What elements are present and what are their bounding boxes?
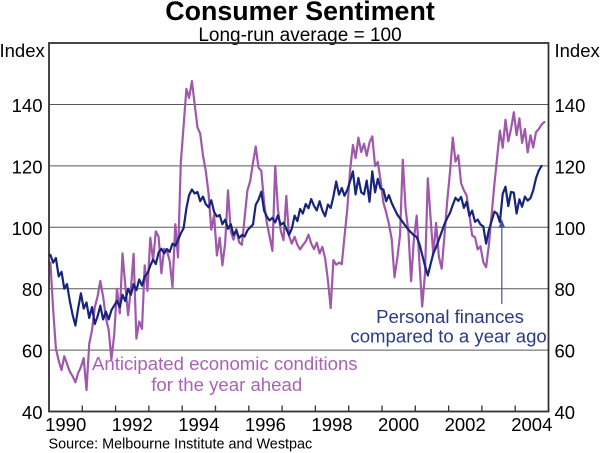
- svg-text:60: 60: [555, 341, 576, 362]
- svg-text:60: 60: [22, 341, 43, 362]
- svg-text:Anticipated economic condition: Anticipated economic conditions: [92, 353, 358, 374]
- svg-text:120: 120: [555, 156, 586, 177]
- svg-text:Index: Index: [555, 40, 600, 61]
- svg-text:80: 80: [22, 279, 43, 300]
- svg-text:2004: 2004: [511, 414, 552, 435]
- svg-text:40: 40: [22, 402, 43, 423]
- svg-text:1994: 1994: [178, 414, 219, 435]
- svg-text:2002: 2002: [445, 414, 486, 435]
- svg-text:1992: 1992: [112, 414, 153, 435]
- svg-text:1990: 1990: [45, 414, 86, 435]
- svg-text:140: 140: [12, 95, 43, 116]
- svg-text:Index: Index: [0, 40, 46, 61]
- svg-text:120: 120: [12, 156, 43, 177]
- svg-text:1998: 1998: [311, 414, 352, 435]
- svg-text:40: 40: [555, 402, 576, 423]
- svg-text:80: 80: [555, 279, 576, 300]
- svg-text:for the year ahead: for the year ahead: [151, 374, 302, 395]
- svg-text:2000: 2000: [378, 414, 419, 435]
- svg-text:compared to a year ago: compared to a year ago: [350, 326, 546, 347]
- svg-text:100: 100: [555, 218, 586, 239]
- svg-text:Personal finances: Personal finances: [376, 306, 524, 327]
- svg-text:140: 140: [555, 95, 586, 116]
- svg-text:Long-run average = 100: Long-run average = 100: [198, 25, 401, 46]
- svg-text:100: 100: [12, 218, 43, 239]
- svg-text:Consumer Sentiment: Consumer Sentiment: [165, 0, 435, 26]
- svg-text:Source: Melbourne Institute an: Source: Melbourne Institute and Westpac: [49, 437, 313, 453]
- svg-text:1996: 1996: [245, 414, 286, 435]
